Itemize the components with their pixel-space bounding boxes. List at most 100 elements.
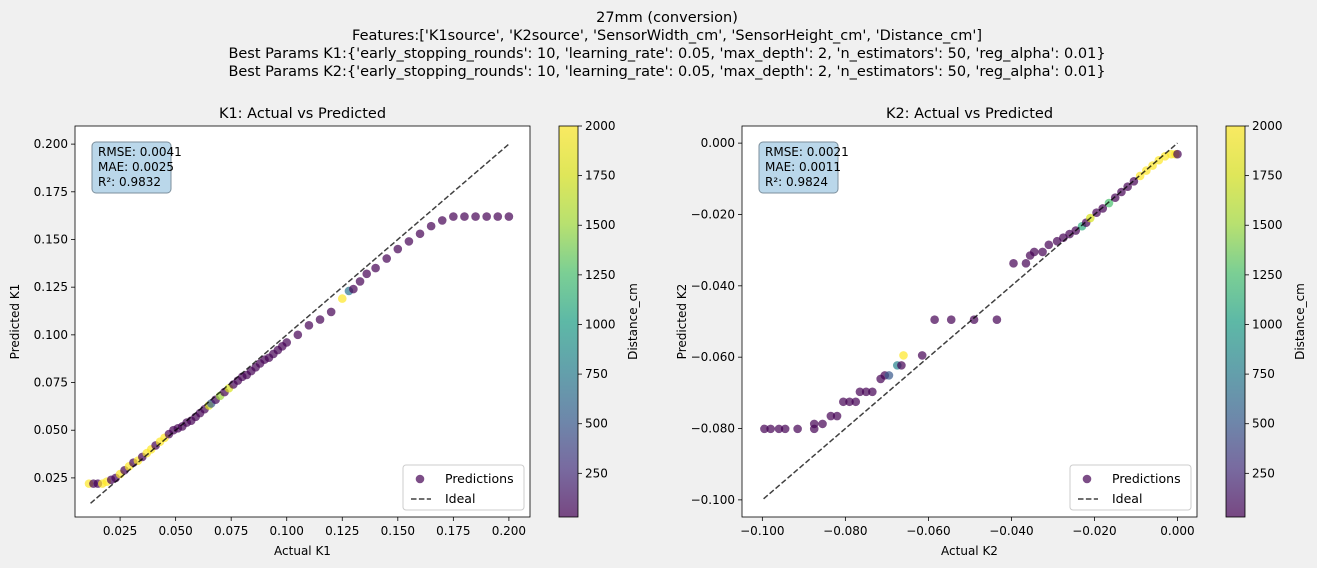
k1-ylabel: Predicted K1 bbox=[8, 284, 22, 360]
k1-colorbar-tick-label: 2000 bbox=[585, 119, 616, 133]
k2-colorbar-tick-label: 500 bbox=[1252, 417, 1275, 431]
k2-point bbox=[838, 397, 848, 407]
k2-point bbox=[818, 419, 827, 429]
k2-point bbox=[766, 424, 775, 434]
k1-colorbar-frame bbox=[558, 125, 579, 518]
k2-xtick-label: −0.040 bbox=[989, 524, 1033, 538]
k2-colorbar-tick-label: 2000 bbox=[1252, 119, 1283, 133]
k2-point bbox=[868, 387, 877, 397]
k1-point bbox=[493, 212, 503, 221]
k2-xtick-label: −0.080 bbox=[823, 524, 867, 538]
k2-point bbox=[855, 387, 865, 397]
k2-ytick-label: 0.000 bbox=[701, 136, 735, 150]
k2-colorbar-tick-label: 1250 bbox=[1252, 268, 1283, 282]
k1-xlabel: Actual K1 bbox=[274, 544, 331, 558]
k1-colorbar-gradient bbox=[559, 126, 578, 517]
k2-xtick-label: −0.020 bbox=[1072, 524, 1116, 538]
k2-point bbox=[861, 387, 871, 397]
k2-axes-frame bbox=[741, 125, 1198, 518]
k2-colorbar-tick-label: 250 bbox=[1252, 466, 1275, 480]
k1-point bbox=[371, 263, 380, 273]
k1-ytick-label: 0.075 bbox=[34, 376, 68, 390]
k2-legend-marker bbox=[1082, 474, 1092, 484]
k2-xtick-label: −0.060 bbox=[906, 524, 950, 538]
k1-point bbox=[482, 212, 491, 221]
k1-xtick-label: 0.175 bbox=[436, 524, 470, 538]
k1-colorbar-tick-label: 1750 bbox=[585, 169, 616, 183]
k1-ytick-label: 0.175 bbox=[34, 185, 68, 199]
k2-point bbox=[851, 397, 861, 407]
k2-colorbar-tick-label: 1500 bbox=[1252, 218, 1283, 232]
k1-legend-label: Ideal bbox=[445, 491, 475, 506]
k1-point bbox=[471, 212, 480, 221]
k2-ytick-label: −0.020 bbox=[691, 207, 735, 221]
k1-legend: Predictions Ideal bbox=[402, 464, 525, 511]
k2-point bbox=[832, 411, 842, 421]
k2-point bbox=[899, 351, 908, 360]
k1-ytick-label: 0.025 bbox=[34, 471, 68, 485]
k2-ytick-label: −0.080 bbox=[691, 422, 735, 436]
k1-point bbox=[393, 244, 403, 254]
k2-point bbox=[1009, 259, 1018, 268]
k2-metric: R²: 0.9824 bbox=[765, 175, 828, 189]
k1-colorbar-tick-label: 1500 bbox=[585, 218, 616, 232]
k2-point bbox=[884, 371, 894, 380]
k1-legend-marker bbox=[415, 474, 425, 484]
k2-ytick-label: −0.100 bbox=[691, 493, 735, 507]
k1-colorbar: 250 500 750 1000 1250 1500 1750 2000 Distance_cm bbox=[558, 119, 640, 518]
k1-xtick-label: 0.150 bbox=[381, 524, 415, 538]
k2-ytick-label: −0.040 bbox=[691, 279, 735, 293]
k2-point bbox=[793, 424, 802, 434]
k2-metric: RMSE: 0.0021 bbox=[765, 145, 849, 159]
k2-ytick-label: −0.060 bbox=[691, 350, 735, 364]
suptitle: 27mm (conversion) Features:['K1source', … bbox=[228, 10, 1105, 80]
k1-xtick-label: 0.050 bbox=[158, 524, 192, 538]
k1-colorbar-tick-label: 1000 bbox=[585, 317, 616, 331]
k2-point bbox=[1104, 198, 1114, 208]
suptitle-line-3: Best Params K1:{'early_stopping_rounds':… bbox=[228, 46, 1105, 62]
k1-point bbox=[415, 229, 425, 239]
k1-xtick-label: 0.200 bbox=[492, 524, 526, 538]
k2-point bbox=[1065, 229, 1074, 239]
k2-legend-label: Predictions bbox=[1112, 471, 1181, 486]
k1-xtick-label: 0.100 bbox=[270, 524, 304, 538]
k1-point bbox=[426, 221, 436, 231]
k2-point bbox=[1038, 247, 1047, 257]
k2-colorbar: 250 500 750 1000 1250 1500 1750 2000 Distance_cm bbox=[1225, 119, 1307, 518]
k1-point bbox=[293, 330, 303, 340]
k2-point bbox=[897, 361, 906, 370]
k2-point bbox=[1173, 149, 1182, 159]
k1-metric: MAE: 0.0025 bbox=[98, 160, 174, 174]
k1-legend-label: Predictions bbox=[445, 471, 514, 486]
k2-colorbar-tick-label: 1000 bbox=[1252, 317, 1283, 331]
k2-xlabel: Actual K2 bbox=[941, 544, 998, 558]
k2-ylabel: Predicted K2 bbox=[675, 284, 689, 360]
k1-legend-frame bbox=[402, 464, 525, 511]
k1-point bbox=[404, 237, 414, 246]
k1-colorbar-tick-label: 1250 bbox=[585, 268, 616, 282]
k2-xtick-label: 0.000 bbox=[1160, 524, 1194, 538]
suptitle-line-1: 27mm (conversion) bbox=[596, 10, 738, 26]
k1-ytick-label: 0.125 bbox=[34, 280, 68, 294]
k1-point bbox=[315, 315, 325, 324]
k1-ytick-label: 0.050 bbox=[34, 423, 68, 437]
k1-colorbar-tick-label: 500 bbox=[585, 417, 608, 431]
k2-colorbar-frame bbox=[1225, 125, 1246, 518]
k2-point bbox=[930, 315, 939, 325]
k2-point bbox=[809, 419, 819, 429]
k1-colorbar-label: Distance_cm bbox=[626, 283, 640, 360]
k2-colorbar-tick-label: 750 bbox=[1252, 367, 1275, 381]
k1-title: K1: Actual vs Predicted bbox=[219, 106, 386, 122]
k2-point bbox=[969, 315, 979, 325]
k2-point bbox=[1044, 240, 1054, 250]
k1-point bbox=[337, 294, 347, 303]
suptitle-line-4: Best Params K2:{'early_stopping_rounds':… bbox=[228, 64, 1105, 80]
k1-xtick-label: 0.075 bbox=[214, 524, 248, 538]
k1-point bbox=[326, 307, 336, 317]
k2-point bbox=[1110, 193, 1120, 203]
k2-legend: Predictions Ideal bbox=[1069, 464, 1192, 511]
k1-panel: 0.025 0.050 0.075 0.100 0.125 0.150 0.175 0.200… bbox=[8, 106, 640, 558]
k2-point bbox=[826, 411, 836, 421]
